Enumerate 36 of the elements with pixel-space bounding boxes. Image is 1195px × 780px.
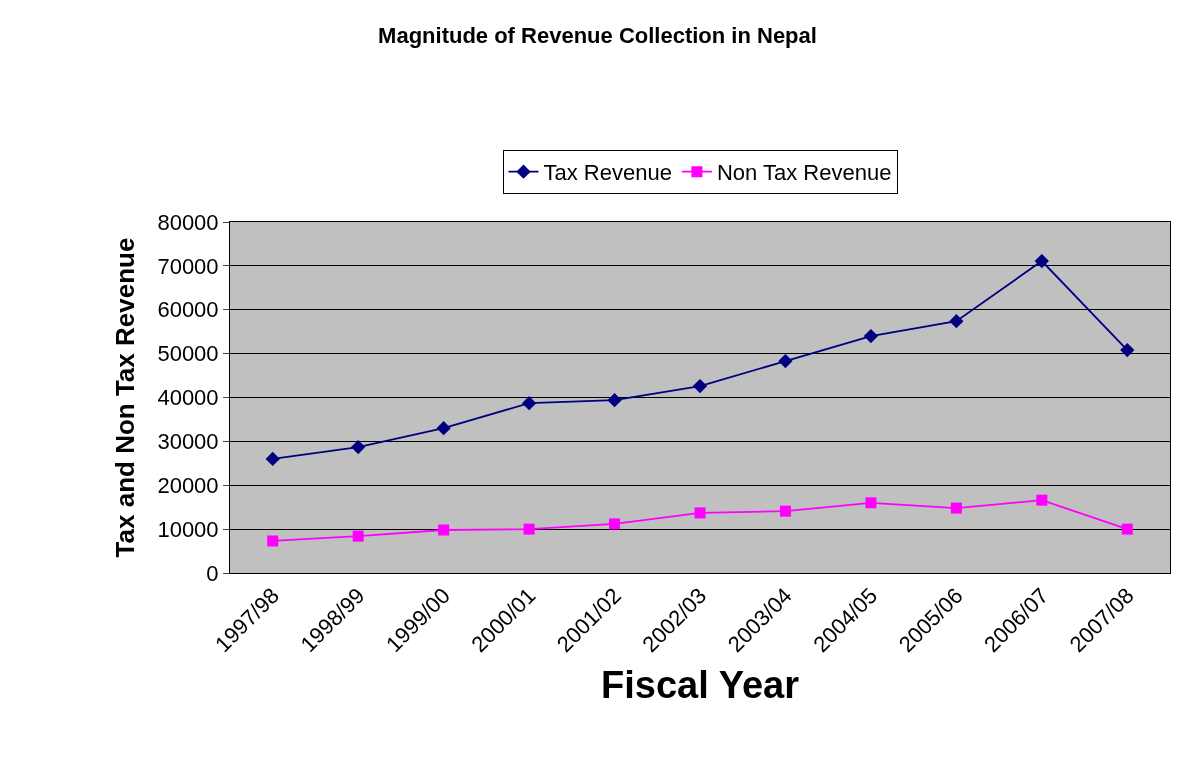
- y-tick-label: 80000: [157, 209, 219, 235]
- point: [351, 439, 366, 455]
- point: [438, 524, 450, 536]
- y-axis-title: Tax and Non Tax Revenue: [109, 237, 140, 558]
- point: [609, 518, 621, 530]
- y-tick-label: 40000: [157, 385, 219, 411]
- point: [267, 535, 279, 547]
- point: [436, 421, 451, 436]
- legend-label: Non Tax Revenue: [716, 160, 892, 186]
- point: [949, 314, 964, 329]
- y-tick-label: 10000: [157, 516, 219, 542]
- y-tick-label: 30000: [157, 429, 219, 455]
- point: [607, 392, 622, 408]
- point: [950, 502, 962, 514]
- point: [779, 505, 791, 517]
- point: [265, 451, 280, 467]
- point: [778, 353, 793, 369]
- y-tick-label: 50000: [157, 341, 219, 367]
- y-tick-label: 70000: [157, 253, 219, 279]
- point: [521, 396, 537, 411]
- point: [1121, 523, 1133, 535]
- x-axis-title: Fiscal Year: [601, 664, 800, 707]
- legend-label: Tax Revenue: [543, 160, 672, 186]
- point: [692, 378, 708, 394]
- y-tick-label: 60000: [157, 297, 219, 323]
- y-tick-label: 20000: [157, 472, 219, 498]
- point: [1120, 342, 1135, 358]
- point: [1036, 494, 1048, 506]
- point: [523, 523, 535, 535]
- point: [694, 507, 706, 519]
- point: [865, 497, 877, 509]
- point: [1034, 253, 1049, 269]
- y-tick-label: 0: [206, 560, 219, 586]
- point: [352, 530, 364, 542]
- point: [863, 328, 879, 344]
- chart-title: Magnitude of Revenue Collection in Nepal: [378, 22, 817, 48]
